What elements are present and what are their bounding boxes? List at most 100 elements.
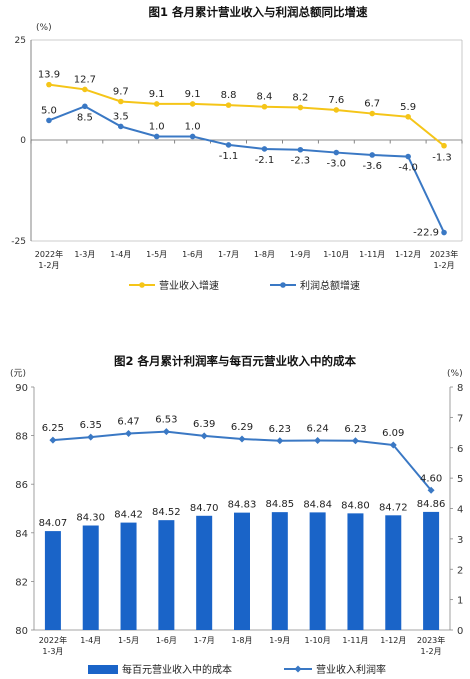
profit-margin-point [427, 486, 435, 494]
legend-label-margin: 营业收入利润率 [316, 663, 386, 676]
profit-margin-label: 6.24 [307, 423, 329, 434]
profit-growth-point [333, 149, 340, 156]
chart2-line-labels: 6.25 6.35 6.47 6.53 6.39 6.29 6.23 6.24 6.23 6.09… [42, 415, 442, 485]
revenue-growth-label: 9.1 [185, 89, 201, 100]
chart2-left-tick-label: 84 [15, 529, 28, 540]
cost-bar-label: 84.83 [228, 500, 257, 511]
chart-growth-rates: 图1 各月累计营业收入与利润总额同比增速 (%) 25 0 -25 13.9 12… [11, 5, 463, 292]
profit-margin-point [49, 436, 57, 444]
revenue-growth-point [153, 101, 160, 107]
profit-growth-point [369, 152, 376, 158]
revenue-growth-label: 7.6 [328, 95, 344, 106]
chart2-title: 图2 各月累计利润率与每百元营业收入中的成本 [114, 354, 357, 368]
revenue-growth-label: 5.9 [400, 102, 416, 113]
chart2-x-tick-labels: 2022年 1-3月 1-4月 1-5月 1-6月 1-7月 1-8月 1-9月 1-10月 1-… [39, 635, 446, 656]
cost-bar [309, 512, 326, 630]
chart2-x-tick-label: 2023年 [417, 635, 445, 645]
chart2-left-tick-label: 86 [15, 480, 28, 491]
cost-bar-label: 84.52 [152, 507, 181, 518]
revenue-growth-point [225, 102, 232, 108]
profit-margin-point [125, 429, 133, 437]
revenue-growth-point [261, 103, 268, 110]
revenue-growth-label: 9.1 [149, 89, 165, 100]
profit-growth-label: 1.0 [185, 121, 201, 132]
chart2-bars [44, 511, 440, 630]
revenue-growth-line [48, 83, 445, 147]
chart1-title: 图1 各月累计营业收入与利润总额同比增速 [148, 5, 368, 19]
chart2-right-tick-label: 3 [457, 535, 463, 546]
cost-bar [234, 512, 250, 630]
cost-bar-label: 84.86 [417, 499, 446, 510]
profit-margin-label: 6.25 [42, 423, 64, 434]
chart2-line [49, 428, 435, 494]
revenue-growth-point [46, 81, 52, 88]
profit-margin-label: 6.47 [117, 416, 139, 427]
profit-growth-point [405, 153, 411, 160]
chart1-ytick-label: -25 [11, 237, 26, 247]
chart1-lines [30, 81, 463, 236]
chart1-x-tick-label: 1-9月 [290, 250, 311, 259]
revenue-growth-label: 8.2 [292, 93, 308, 104]
chart2-x-tick-label: 1-6月 [156, 636, 177, 645]
chart2-x-tick-label: 1-9月 [269, 636, 290, 645]
profit-margin-label: 6.23 [344, 424, 366, 435]
profit-growth-label: -22.9 [413, 228, 439, 239]
profit-margin-label: 6.23 [269, 424, 291, 435]
profit-growth-label: 8.5 [77, 112, 93, 123]
chart2-x-tick-label: 1-11月 [342, 636, 368, 645]
revenue-growth-label: 13.9 [38, 70, 60, 81]
chart2-right-tick-label: 2 [457, 565, 463, 576]
chart2-right-tick-label: 8 [457, 383, 463, 394]
profit-margin-label: 6.35 [80, 420, 102, 431]
profit-growth-label: -3.0 [327, 159, 347, 170]
profit-growth-point [225, 142, 232, 148]
chart1-x-tick-label: 1-3月 [74, 250, 95, 259]
chart1-legend: 营业收入增速 利润总额增速 [129, 279, 360, 292]
cost-bar [120, 522, 137, 630]
chart-margin-and-cost: 图2 各月累计利润率与每百元营业收入中的成本 (元) (%) 908886848… [10, 354, 463, 676]
profit-margin-point [238, 435, 246, 443]
chart2-x-tick-label: 1-2月 [421, 647, 442, 656]
profit-margin-label: 4.60 [420, 473, 442, 484]
chart2-x-tick-label: 2022年 [39, 635, 67, 645]
profit-margin-point [276, 437, 284, 445]
chart2-left-ticks: 90 88 86 84 82 80 [15, 383, 34, 637]
chart1-x-tick-label: 1-5月 [146, 250, 167, 259]
profit-margin-point [87, 433, 95, 441]
profit-margin-point [389, 441, 397, 449]
profit-growth-label: -4.0 [398, 163, 418, 174]
profit-growth-point [46, 117, 52, 124]
cost-bar [385, 515, 402, 630]
cost-bar [44, 531, 61, 630]
profit-margin-point [200, 432, 208, 440]
chart1-x-tick-label: 1-10月 [323, 250, 349, 259]
profit-growth-point [297, 146, 304, 153]
legend-marker-profit [280, 282, 286, 288]
profit-growth-label: 3.5 [113, 111, 129, 122]
chart2-right-tick-label: 0 [457, 626, 463, 637]
cost-bar-label: 84.80 [341, 500, 370, 511]
cost-bar [347, 513, 364, 630]
revenue-growth-point [297, 104, 304, 111]
chart2-x-tick-label: 1-12月 [380, 636, 406, 645]
chart1-x-tick-label: 1-6月 [182, 250, 203, 259]
cost-bar-label: 84.30 [76, 513, 105, 524]
chart2-right-tick-label: 7 [457, 413, 463, 424]
revenue-growth-point [333, 107, 340, 113]
profit-growth-point [441, 229, 447, 236]
chart2-right-tick-label: 4 [457, 505, 463, 516]
profit-growth-point [189, 133, 196, 140]
profit-growth-label: 1.0 [149, 121, 165, 132]
legend-marker-revenue [139, 282, 145, 288]
chart2-left-tick-label: 88 [15, 432, 28, 443]
cost-bar [196, 515, 213, 630]
chart2-bar-labels: 84.07 84.30 84.42 84.52 84.70 84.83 84.85 84.84… [39, 499, 446, 529]
profit-margin-label: 6.29 [231, 422, 253, 433]
cost-bar-label: 84.84 [303, 499, 332, 510]
cost-bar [82, 525, 99, 630]
revenue-growth-label: -1.3 [432, 153, 452, 164]
profit-growth-point [117, 123, 124, 130]
chart1-x-tick-label: 1-7月 [218, 250, 239, 259]
chart2-left-tick-label: 90 [15, 383, 28, 394]
chart2-x-tick-label: 1-5月 [118, 636, 139, 645]
